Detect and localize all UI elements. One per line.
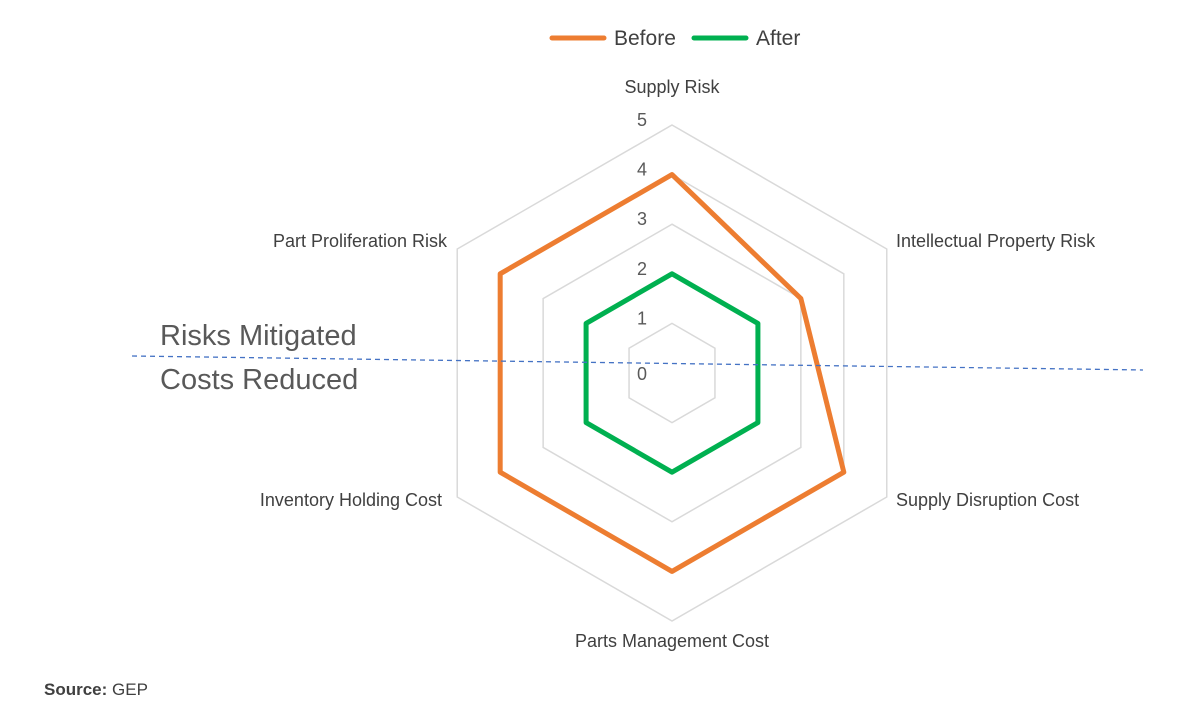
source-label: Source: <box>44 680 108 699</box>
series-after-line <box>583 271 761 475</box>
divider-dashed-line <box>131 355 1144 371</box>
grid-ring-1 <box>628 322 716 424</box>
category-label: Parts Management Cost <box>575 631 769 651</box>
radar-series <box>497 172 847 574</box>
annotation-costs-reduced: Costs Reduced <box>160 364 358 396</box>
source-note: Source: GEP <box>44 680 148 700</box>
grid-ring-2 <box>585 272 759 474</box>
radar-grid <box>456 124 888 622</box>
grid-ring-5 <box>456 124 888 622</box>
category-labels: Supply Risk Intellectual Property Risk Sup… <box>260 77 1096 651</box>
category-label: Inventory Holding Cost <box>260 490 442 510</box>
r-tick-label: 3 <box>637 209 647 229</box>
grid-ring-4 <box>499 173 845 573</box>
category-label: Supply Risk <box>624 77 720 97</box>
r-tick-label: 0 <box>637 364 647 384</box>
series-before-line <box>497 172 847 574</box>
r-tick-label: 4 <box>637 160 647 180</box>
r-tick-label: 2 <box>637 259 647 279</box>
category-label: Part Proliferation Risk <box>273 231 448 251</box>
r-tick-label: 5 <box>637 110 647 130</box>
radial-tick-labels: 0 1 2 3 4 5 <box>637 110 647 384</box>
r-tick-label: 1 <box>637 308 647 328</box>
legend-label-after: After <box>756 27 800 50</box>
grid-ring-3 <box>542 223 802 523</box>
annotation-risks-mitigated: Risks Mitigated <box>160 320 357 352</box>
legend: Before After <box>549 27 800 50</box>
category-label: Intellectual Property Risk <box>896 231 1096 251</box>
category-label: Supply Disruption Cost <box>896 490 1079 510</box>
legend-label-before: Before <box>614 27 676 50</box>
source-value: GEP <box>112 680 148 699</box>
